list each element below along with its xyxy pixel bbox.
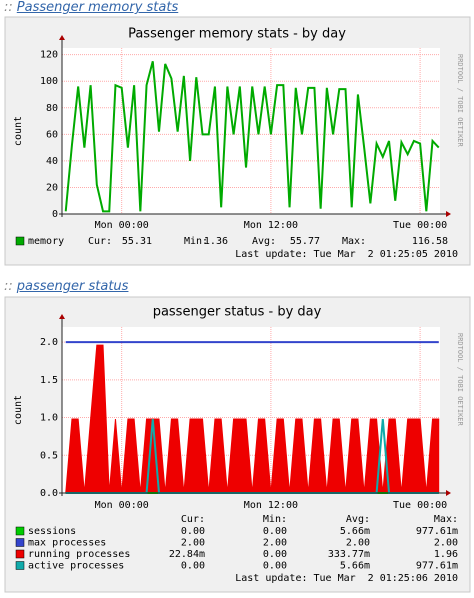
stat-value: 5.66m xyxy=(340,561,370,572)
heading-link[interactable]: Passenger memory stats xyxy=(16,0,179,15)
last-update: Last update: Tue Mar 2 01:25:05 2010 xyxy=(235,249,458,260)
y-tick-label: 2.0 xyxy=(40,337,58,348)
stat-label: Min: xyxy=(263,514,287,525)
legend-label: memory xyxy=(28,236,64,247)
legend-swatch xyxy=(15,526,25,536)
stat-value: 2.00 xyxy=(346,538,370,549)
stat-label: Max: xyxy=(342,236,366,247)
heading-link[interactable]: passenger status xyxy=(16,279,129,294)
stat-label: Avg: xyxy=(252,236,276,247)
stat-value: 333.77m xyxy=(328,549,370,560)
stat-value: 55.31 xyxy=(122,236,152,247)
axis-arrow xyxy=(59,35,65,40)
watermark: RRDTOOL / TOBI OETIKER xyxy=(456,54,464,148)
y-tick-label: 0.0 xyxy=(40,488,58,499)
y-tick-label: 60 xyxy=(46,129,58,140)
stat-label: Max: xyxy=(434,514,458,525)
axis-arrow xyxy=(446,490,451,496)
chart-title: passenger status - by day xyxy=(153,305,322,320)
stat-value: 2.00 xyxy=(181,538,205,549)
heading-prefix: :: xyxy=(4,0,13,15)
stat-value: 1.96 xyxy=(434,549,458,560)
stat-value: 1.36 xyxy=(204,236,228,247)
x-tick-label: Mon 12:00 xyxy=(244,220,298,231)
stat-value: 0.00 xyxy=(263,526,287,537)
chart-title: Passenger memory stats - by day xyxy=(128,27,346,42)
y-tick-label: 120 xyxy=(40,50,58,61)
stat-label: Min: xyxy=(184,236,208,247)
x-tick-label: Mon 00:00 xyxy=(95,220,149,231)
stat-value: 116.58 xyxy=(412,236,448,247)
stat-value: 0.00 xyxy=(181,526,205,537)
watermark: RRDTOOL / TOBI OETIKER xyxy=(456,333,464,427)
x-tick-label: Tue 00:00 xyxy=(393,500,447,511)
section-heading: :: passenger status xyxy=(4,279,128,294)
legend-label: sessions xyxy=(28,526,76,537)
y-axis-label: count xyxy=(13,395,24,425)
legend-label: max processes xyxy=(28,538,106,549)
y-axis-label: count xyxy=(13,116,24,146)
series-area xyxy=(65,344,440,494)
section-heading: :: Passenger memory stats xyxy=(4,0,178,15)
stat-label: Cur: xyxy=(88,236,112,247)
stat-value: 977.61m xyxy=(416,561,458,572)
stat-label: Cur: xyxy=(181,514,205,525)
legend-swatch xyxy=(15,538,25,547)
y-tick-label: 1.0 xyxy=(40,413,58,424)
series-line xyxy=(64,61,440,213)
y-tick-label: 0 xyxy=(52,209,58,220)
axis-arrow xyxy=(59,314,65,319)
y-tick-label: 80 xyxy=(46,103,58,114)
legend-label: running processes xyxy=(28,549,130,560)
stat-value: 2.00 xyxy=(263,538,287,549)
x-tick-label: Tue 00:00 xyxy=(393,220,447,231)
y-tick-label: 40 xyxy=(46,156,58,167)
stat-value: 22.84m xyxy=(169,549,205,560)
legend-label: active processes xyxy=(28,561,124,572)
y-tick-label: 100 xyxy=(40,76,58,87)
plot-area xyxy=(62,48,440,214)
stat-value: 55.77 xyxy=(290,236,320,247)
y-tick-label: 0.5 xyxy=(40,450,58,461)
stat-value: 0.00 xyxy=(181,561,205,572)
stat-value: 977.61m xyxy=(416,526,458,537)
last-update: Last update: Tue Mar 2 01:25:06 2010 xyxy=(235,573,458,584)
legend-swatch xyxy=(15,561,25,570)
stat-value: 0.00 xyxy=(263,561,287,572)
y-tick-label: 20 xyxy=(46,182,58,193)
heading-prefix: :: xyxy=(4,279,13,294)
y-tick-label: 1.5 xyxy=(40,375,58,386)
stat-value: 2.00 xyxy=(434,538,458,549)
stat-label: Avg: xyxy=(346,514,370,525)
legend-swatch xyxy=(15,549,25,559)
x-tick-label: Mon 00:00 xyxy=(95,500,149,511)
axis-arrow xyxy=(446,211,451,217)
stat-value: 0.00 xyxy=(263,549,287,560)
stat-value: 5.66m xyxy=(340,526,370,537)
legend-swatch xyxy=(15,236,25,246)
x-tick-label: Mon 12:00 xyxy=(244,500,298,511)
